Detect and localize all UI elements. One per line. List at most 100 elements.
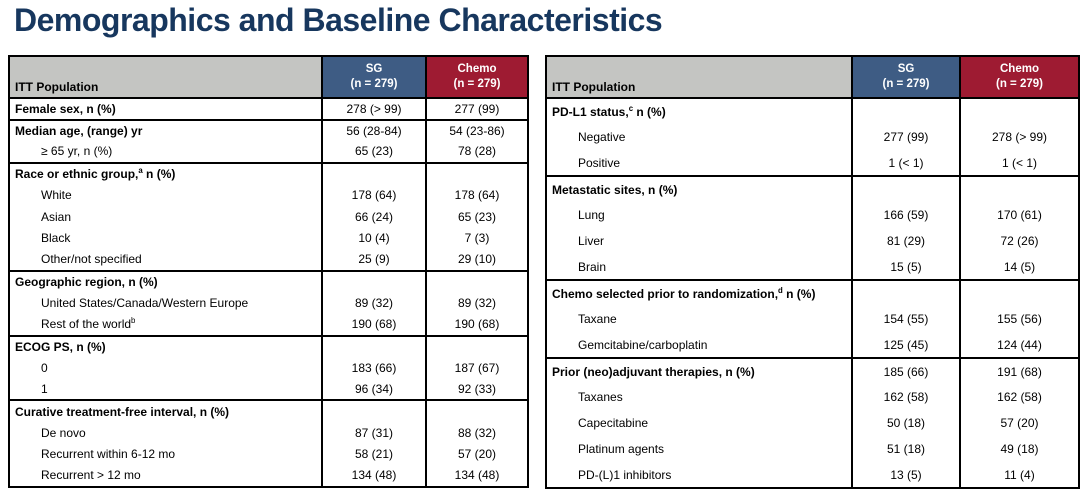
itt-population-header: ITT Population [546, 56, 853, 99]
table-row: 1 96 (34) 92 (33) [9, 378, 528, 401]
table-body: PD-L1 status,c n (%) Negative 277 (99) 278 … [546, 97, 1079, 488]
table-row: PD-(L)1 inhibitors 13 (5) 11 (4) [546, 462, 1079, 488]
row-label: PD-(L)1 inhibitors [546, 462, 853, 488]
footnote-marker: a [138, 166, 143, 176]
table-row: Female sex, n (%) 278 (> 99) 277 (99) [9, 97, 528, 120]
table-row: Chemo selected prior to randomization,d … [546, 279, 1079, 306]
table-row: Lung 166 (59) 170 (61) [546, 202, 1079, 228]
table-row: Median age, (range) yr 56 (28-84) 54 (23-8… [9, 118, 528, 142]
row-label: PD-L1 status,c n (%) [546, 97, 853, 124]
chemo-value: 134 (48) [454, 468, 500, 483]
chemo-value: 278 (> 99) [991, 130, 1048, 144]
table-row: White 178 (64) 178 (64) [9, 184, 528, 206]
row-label: United States/Canada/Western Europe [9, 292, 323, 314]
chemo-value: 65 (23) [457, 209, 497, 224]
table-row: Positive 1 (< 1) 1 (< 1) [546, 150, 1079, 176]
row-label: Positive [546, 150, 853, 176]
sg-value: 1 (< 1) [852, 150, 961, 176]
sg-value: 185 (66) [852, 357, 961, 384]
chemo-value: 29 (10) [457, 252, 497, 267]
row-label: ≥ 65 yr, n (%) [9, 141, 323, 163]
table-row: Taxanes 162 (58) 162 (58) [546, 384, 1079, 410]
chemo-value: 88 (32) [457, 425, 497, 440]
sg-value: 65 (23) [322, 141, 427, 163]
chemo-value [426, 399, 528, 422]
row-label: Liver [546, 228, 853, 254]
sg-n-count: (n = 279) [350, 78, 398, 90]
row-label: De novo [9, 421, 323, 444]
chemo-value: 14 (5) [1003, 259, 1036, 274]
row-label: Race or ethnic group,a n (%) [9, 161, 323, 185]
chemo-value: 57 (20) [1000, 416, 1039, 430]
chemo-n-count: (n = 279) [453, 78, 501, 90]
row-label: Rest of the worldb [9, 313, 323, 336]
table-body: Female sex, n (%) 278 (> 99) 277 (99) Media… [9, 97, 528, 487]
chemo-value [426, 334, 528, 358]
row-label: Lung [546, 202, 853, 228]
chemo-label: Chemo [1000, 63, 1039, 76]
sg-value: 166 (59) [852, 202, 961, 228]
chemo-value: 191 (68) [960, 357, 1079, 384]
row-label: Brain [546, 254, 853, 280]
table-header-row: ITT Population SG (n = 279) Chemo (n = 2… [546, 56, 1079, 99]
sg-value: 125 (45) [852, 332, 961, 358]
sg-value: 56 (28-84) [322, 118, 427, 142]
chemo-value: 155 (56) [997, 312, 1042, 326]
table-row: Prior (neo)adjuvant therapies, n (%) 185 … [546, 357, 1079, 384]
table-row: Metastatic sites, n (%) [546, 175, 1079, 202]
chemo-value: 72 (26) [1000, 234, 1039, 248]
sg-value: 183 (66) [322, 357, 427, 379]
sg-value: 15 (5) [852, 254, 961, 280]
sg-value [852, 97, 961, 124]
row-label: 1 [9, 378, 323, 401]
sg-value [852, 175, 961, 202]
row-label: Asian [9, 205, 323, 228]
table-row: Capecitabine 50 (18) 57 (20) [546, 410, 1079, 436]
row-label: Negative [546, 124, 853, 150]
sg-value: 134 (48) [322, 465, 427, 487]
chemo-value: 178 (64) [454, 188, 500, 203]
row-label: ECOG PS, n (%) [9, 334, 323, 358]
chemo-value: 57 (20) [457, 447, 497, 462]
sg-label: SG [365, 63, 383, 76]
sg-value: 87 (31) [322, 421, 427, 444]
sg-value: 66 (24) [322, 205, 427, 228]
footnote-marker: d [778, 285, 783, 295]
row-label: Curative treatment-free interval, n (%) [9, 399, 323, 422]
chemo-value: 54 (23-86) [426, 118, 528, 142]
sg-value: 81 (29) [852, 228, 961, 254]
row-label: Gemcitabine/carboplatin [546, 332, 853, 358]
table-row: Platinum agents 51 (18) 49 (18) [546, 436, 1079, 462]
sg-value: 25 (9) [322, 249, 427, 271]
demographics-table-right: ITT Population SG (n = 279) Chemo (n = 2… [545, 55, 1080, 489]
table-row: De novo 87 (31) 88 (32) [9, 421, 528, 444]
sg-value: 10 (4) [322, 227, 427, 250]
chemo-value: 1 (< 1) [1001, 155, 1037, 170]
sg-value: 278 (> 99) [322, 97, 427, 120]
chemo-value: 124 (44) [997, 337, 1042, 352]
row-label: Geographic region, n (%) [9, 269, 323, 293]
sg-n-count: (n = 279) [882, 78, 930, 90]
row-label: 0 [9, 357, 323, 379]
chemo-value: 190 (68) [454, 317, 500, 332]
table-row: Rest of the worldb 190 (68) 190 (68) [9, 313, 528, 336]
chemo-value [426, 161, 528, 185]
chemo-value: 78 (28) [457, 144, 497, 159]
chemo-value: 162 (58) [997, 390, 1042, 404]
sg-value [322, 399, 427, 422]
sg-value: 13 (5) [852, 462, 961, 488]
table-row: Other/not specified 25 (9) 29 (10) [9, 249, 528, 271]
chemo-column-header: Chemo (n = 279) [960, 56, 1079, 99]
chemo-value: 49 (18) [1000, 442, 1039, 456]
row-label: Capecitabine [546, 410, 853, 436]
chemo-value [960, 279, 1079, 306]
row-label: Median age, (range) yr [9, 118, 323, 142]
row-label: Metastatic sites, n (%) [546, 175, 853, 202]
sg-value: 190 (68) [322, 313, 427, 336]
table-header-row: ITT Population SG (n = 279) Chemo (n = 2… [9, 56, 528, 99]
chemo-n-count: (n = 279) [996, 78, 1043, 90]
sg-value [852, 279, 961, 306]
row-label: Female sex, n (%) [9, 97, 323, 120]
sg-value: 51 (18) [852, 436, 961, 462]
chemo-value: 89 (32) [457, 296, 497, 311]
